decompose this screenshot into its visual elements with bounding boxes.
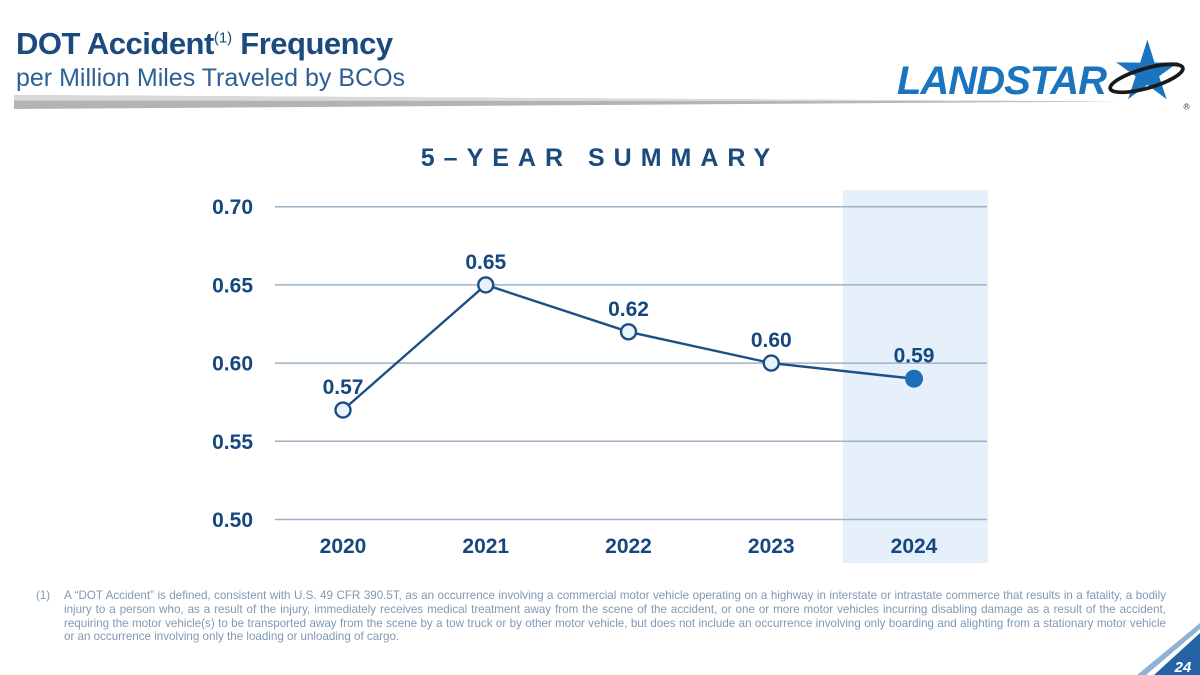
x-label-2022: 2022: [605, 535, 652, 558]
header-divider: [14, 95, 1118, 109]
page-number: 24: [1174, 659, 1192, 675]
footnote-text: A “DOT Accident” is defined, consistent …: [64, 589, 1166, 644]
y-tick-0.55: 0.55: [212, 431, 253, 454]
data-point-2020: [334, 401, 352, 419]
page-title: DOT Accident(1) Frequency per Million Mi…: [16, 26, 405, 93]
value-label-2022: 0.62: [608, 298, 649, 321]
value-label-2023: 0.60: [751, 329, 792, 352]
trend-line: [342, 283, 915, 411]
highlight-band-2024: [843, 190, 988, 563]
footnote: (1) A “DOT Accident” is defined, consist…: [36, 589, 1166, 644]
x-label-2024: 2024: [891, 535, 938, 558]
value-label-2021: 0.65: [465, 251, 506, 274]
title-part-1: DOT Accident: [16, 26, 214, 61]
data-point-2023: [762, 354, 780, 372]
value-label-2024: 0.59: [894, 345, 935, 368]
y-tick-0.60: 0.60: [212, 353, 253, 376]
value-label-2020: 0.57: [323, 376, 364, 399]
landstar-star-icon: ®: [1108, 39, 1189, 111]
x-label-2023: 2023: [748, 535, 795, 558]
data-point-2021: [477, 276, 495, 294]
logo-registered-mark: ®: [1183, 102, 1189, 111]
x-label-2021: 2021: [462, 535, 509, 558]
page-corner: 24: [1137, 623, 1200, 675]
y-tick-0.65: 0.65: [212, 274, 253, 297]
chart-title: 5–YEAR SUMMARY: [420, 144, 780, 172]
corner-triangle: [1154, 633, 1200, 675]
corner-stripe: [1137, 623, 1200, 675]
landstar-logo: LANDSTAR ®: [896, 39, 1190, 112]
data-point-2022: [619, 323, 638, 341]
y-tick-0.70: 0.70: [212, 196, 253, 219]
footnote-marker: (1): [36, 589, 51, 602]
title-subtitle: per Million Miles Traveled by BCOs: [16, 64, 406, 92]
title-footnote-ref: (1): [213, 29, 233, 47]
y-tick-0.50: 0.50: [212, 509, 253, 532]
data-point-2024: [905, 369, 923, 388]
landstar-logo-text: LANDSTAR: [896, 58, 1107, 103]
title-part-2: Frequency: [232, 26, 393, 61]
x-label-2020: 2020: [320, 535, 367, 558]
title-line-1: DOT Accident(1) Frequency: [16, 26, 405, 62]
